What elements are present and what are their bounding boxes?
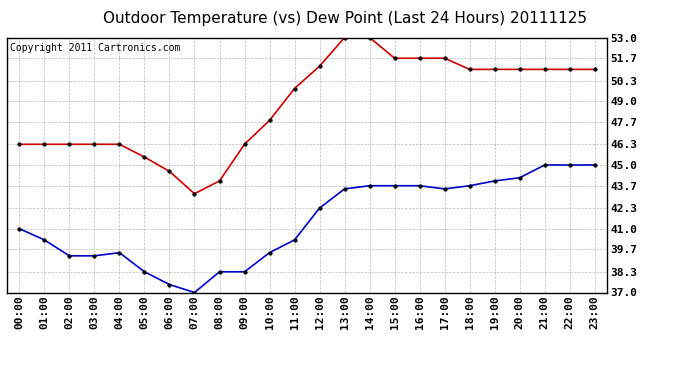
Text: Outdoor Temperature (vs) Dew Point (Last 24 Hours) 20111125: Outdoor Temperature (vs) Dew Point (Last…	[103, 11, 587, 26]
Text: Copyright 2011 Cartronics.com: Copyright 2011 Cartronics.com	[10, 43, 180, 52]
